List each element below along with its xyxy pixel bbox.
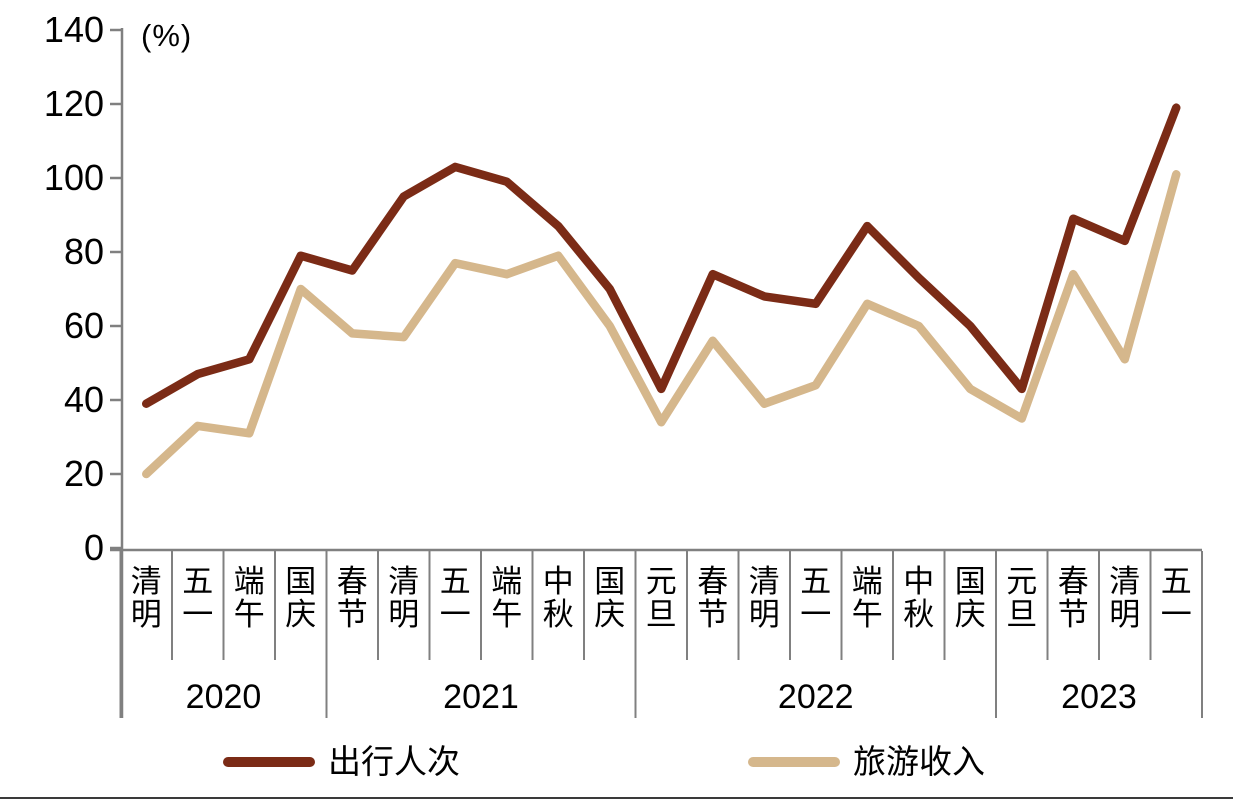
category-label: 国庆	[285, 564, 316, 632]
y-tick-label: 100	[44, 157, 104, 198]
y-tick-label: 20	[64, 453, 104, 494]
legend-label-travel: 出行人次	[328, 743, 460, 780]
category-label: 清明	[388, 564, 419, 632]
category-label: 清明	[749, 564, 780, 632]
category-label: 清明	[131, 564, 162, 632]
category-label: 五一	[1161, 564, 1192, 632]
category-label: 春节	[1058, 564, 1089, 632]
y-tick-label: 120	[44, 83, 104, 124]
category-label: 国庆	[594, 564, 625, 632]
category-label: 端午	[491, 564, 522, 632]
category-label: 五一	[182, 564, 213, 632]
category-label: 中秋	[903, 564, 934, 632]
year-label: 2020	[186, 678, 262, 716]
category-label: 清明	[1109, 564, 1140, 632]
legend-swatch-travel-line	[223, 757, 315, 767]
legend-label-revenue: 旅游收入	[853, 743, 985, 780]
y-axis-unit-label: (%)	[141, 18, 193, 53]
category-label: 国庆	[955, 564, 986, 632]
chart-legend: 出行人次 旅游收入	[0, 742, 1233, 782]
category-label: 元旦	[646, 564, 677, 632]
y-tick-label: 40	[64, 379, 104, 420]
year-label: 2023	[1061, 678, 1137, 716]
category-label: 端午	[234, 564, 265, 632]
y-tick-label: 60	[64, 305, 104, 346]
category-label: 元旦	[1006, 564, 1037, 632]
legend-swatch-revenue-line	[748, 757, 840, 767]
year-label: 2021	[443, 678, 519, 716]
category-label: 端午	[852, 564, 883, 632]
series-line-1	[142, 170, 1181, 479]
figure-bottom-rule	[0, 797, 1233, 799]
year-label: 2022	[778, 678, 854, 716]
category-label: 五一	[440, 564, 471, 632]
y-tick-label: 140	[44, 9, 104, 50]
category-label: 中秋	[543, 564, 574, 632]
legend-item-travel: 出行人次	[223, 742, 460, 782]
series-line-0	[142, 103, 1181, 408]
legend-item-revenue: 旅游收入	[748, 742, 985, 782]
category-label: 春节	[697, 564, 728, 632]
y-tick-label: 80	[64, 231, 104, 272]
category-label: 五一	[800, 564, 831, 632]
y-tick-label: 0	[84, 527, 104, 568]
category-label: 春节	[337, 564, 368, 632]
